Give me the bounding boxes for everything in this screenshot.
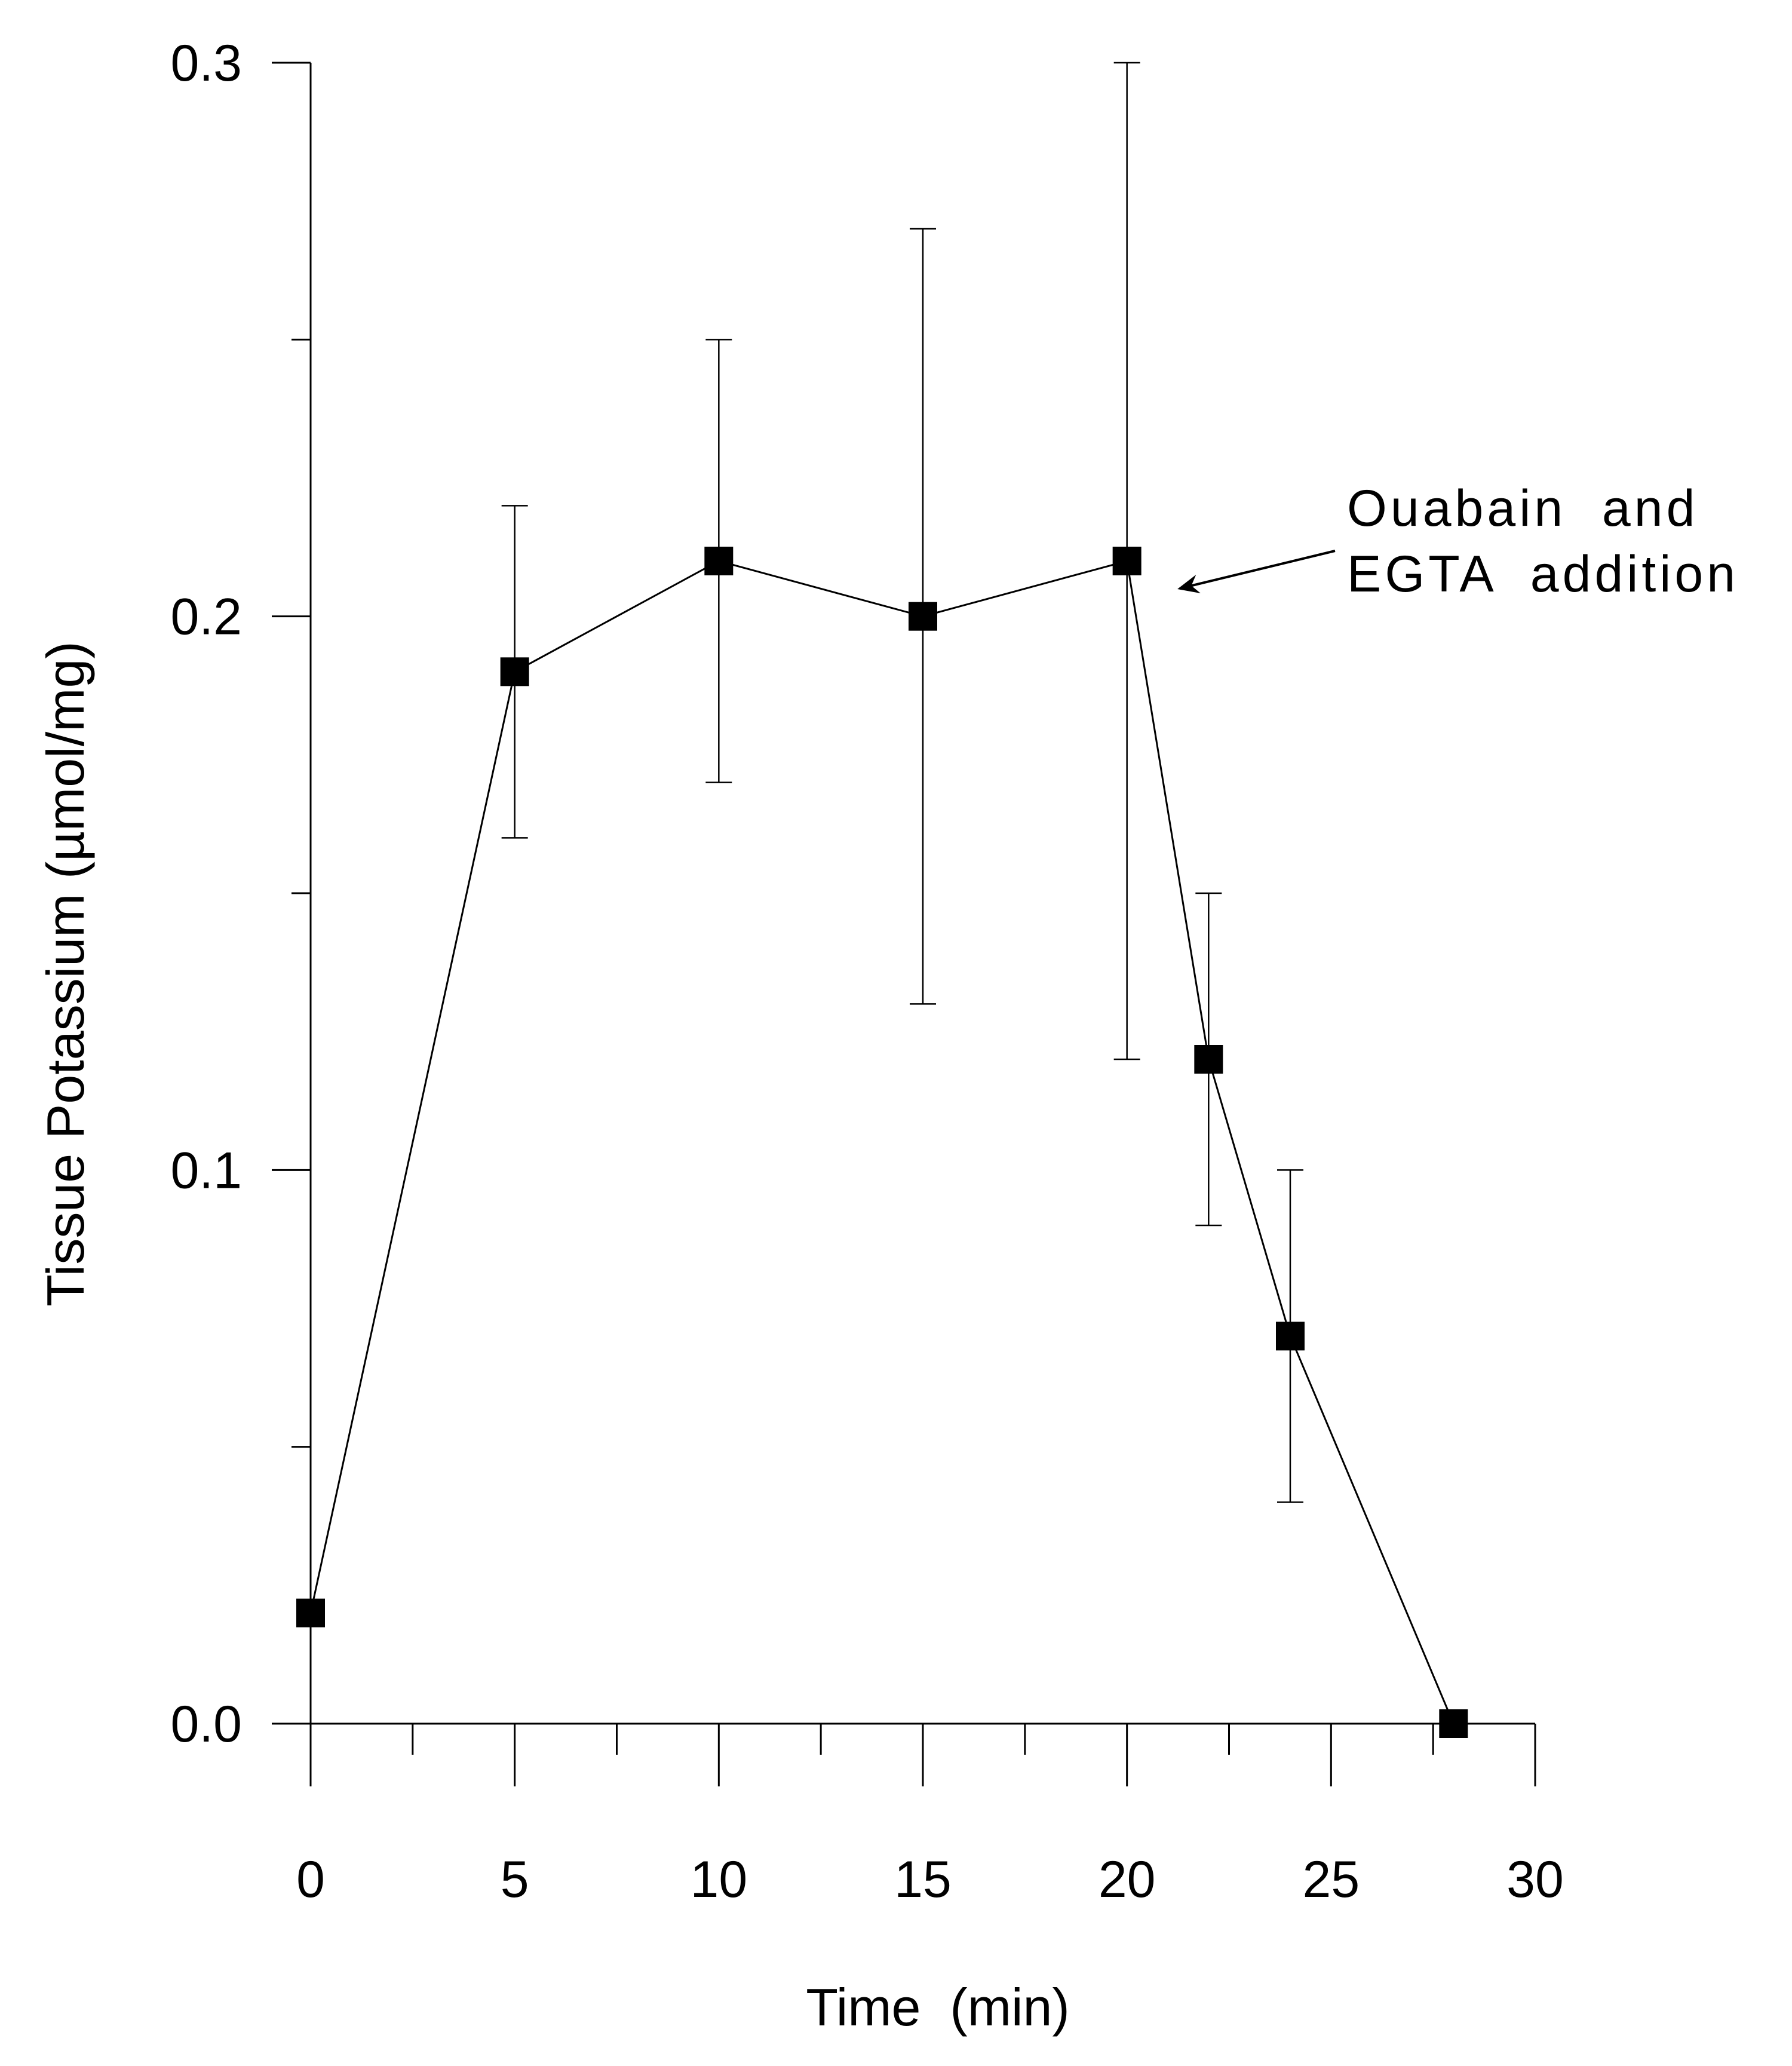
series-lines xyxy=(309,560,1455,1724)
annotation: Ouabain and EGTA addition xyxy=(1177,480,1739,603)
y-axis-ticks: 0.0 0.1 0.2 0.3 xyxy=(170,35,311,1753)
data-point xyxy=(1276,1322,1305,1351)
annotation-line-1: Ouabain and xyxy=(1347,480,1698,537)
y-tick-label: 0.1 xyxy=(170,1142,242,1199)
y-tick-label: 0.3 xyxy=(170,35,242,92)
axes xyxy=(272,63,1535,1725)
y-tick-label: 0.2 xyxy=(170,588,242,646)
data-points xyxy=(296,547,1468,1738)
data-point xyxy=(1194,1045,1223,1074)
annotation-arrow xyxy=(1177,550,1336,594)
data-point xyxy=(1112,547,1142,575)
x-tick-label: 0 xyxy=(296,1851,325,1908)
data-point xyxy=(704,547,734,575)
x-tick-label: 20 xyxy=(1098,1851,1156,1908)
x-tick-label: 30 xyxy=(1506,1851,1564,1908)
data-point xyxy=(296,1598,325,1627)
x-tick-label: 15 xyxy=(894,1851,952,1908)
data-point xyxy=(500,657,529,686)
x-tick-label: 10 xyxy=(690,1851,747,1908)
error-bars xyxy=(501,62,1303,1503)
x-axis-ticks: 0 5 10 15 20 25 30 xyxy=(296,1724,1564,1908)
data-point xyxy=(909,602,937,631)
x-axis-title: Time (min) xyxy=(806,1978,1070,2037)
x-tick-label: 5 xyxy=(501,1851,529,1908)
series-line xyxy=(309,560,1455,1724)
y-tick-label: 0.0 xyxy=(170,1696,242,1753)
x-tick-label: 25 xyxy=(1302,1851,1360,1908)
data-point xyxy=(1439,1709,1468,1738)
annotation-line-2: EGTA addition xyxy=(1347,545,1739,603)
y-axis-title: Tissue Potassium (µmol/mg) xyxy=(36,641,95,1306)
